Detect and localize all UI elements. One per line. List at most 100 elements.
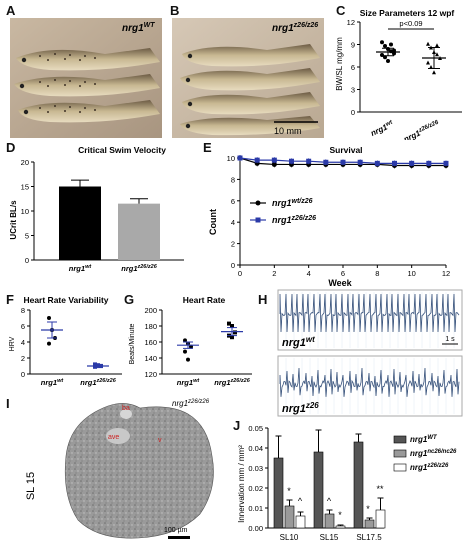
y-tick-label: 180 — [144, 322, 157, 331]
category-label: nrg1wt — [369, 119, 395, 138]
ecg-mutant-box — [277, 355, 463, 417]
data-point — [426, 60, 430, 65]
histology-scale-label: 100 µm — [164, 527, 188, 534]
y-tick-label: 15 — [21, 183, 29, 192]
fish-photo-mutant: nrg1z26/z26 10 mm — [172, 18, 324, 138]
legend-swatch — [393, 449, 407, 458]
panel-label-f: F — [6, 292, 14, 307]
y-tick-label: 0.00 — [248, 524, 263, 533]
bar — [59, 186, 101, 260]
bar — [118, 203, 160, 260]
significance-mark: ^ — [327, 496, 332, 506]
chart-j-ylabel: Innervation mm / mm² — [237, 445, 246, 523]
legend-marker — [255, 200, 261, 206]
legend-swatch — [393, 435, 407, 444]
category-label: nrg1wt — [177, 378, 201, 387]
chart-g-ylabel: Beats/Minute — [129, 323, 136, 364]
legend-label: nrg1z26/z26 — [272, 215, 316, 225]
y-tick-label: 10 — [21, 207, 29, 216]
bar — [324, 513, 335, 529]
chart-j: Innervation mm / mm² 0.000.010.020.030.0… — [237, 424, 457, 542]
bar — [313, 451, 324, 529]
y-tick-label: 3 — [351, 86, 355, 95]
chart-f-title: Heart Rate Variability — [23, 295, 108, 305]
bar — [375, 509, 386, 529]
panel-label-h: H — [258, 292, 268, 307]
ecg-mutant-label: nrg1z26 — [282, 401, 319, 415]
legend-marker — [255, 217, 261, 223]
panel-label-c: C — [336, 3, 346, 18]
x-tick-label: 12 — [442, 269, 450, 278]
x-tick-label: 6 — [341, 269, 345, 278]
chart-d-title: Critical Swim Velocity — [78, 145, 166, 155]
y-tick-label: 0.05 — [248, 424, 263, 433]
vessel-ave — [106, 428, 130, 444]
data-point — [230, 324, 234, 328]
category-label: nrg1z26/z26 — [80, 378, 116, 387]
y-tick-label: 2 — [231, 240, 235, 249]
panel-label-a: A — [6, 3, 16, 18]
y-tick-label: 8 — [231, 175, 235, 184]
chart-d: Critical Swim Velocity UCrit BL/s 0 5 10 15… — [9, 145, 184, 273]
y-tick-label: 0.02 — [248, 484, 263, 493]
bar — [353, 441, 364, 529]
data-point — [435, 52, 439, 57]
panel-label-j: J — [233, 418, 241, 433]
chart-d-ylabel: UCrit BL/s — [9, 200, 18, 240]
data-point — [432, 70, 436, 75]
chart-e-xlabel: Week — [328, 278, 352, 288]
chart-c-ylabel: BW/SL mg/mm — [335, 37, 344, 91]
category-label: SL10 — [280, 533, 299, 542]
chart-c: Size Parameters 12 wpf BW/SL mg/mm 0 3 6 9 1… — [335, 8, 462, 140]
chart-f-ylabel: HRV — [9, 336, 16, 351]
data-point — [183, 349, 187, 354]
y-tick-label: 6 — [21, 322, 25, 331]
category-label: SL17.5 — [356, 533, 382, 542]
chart-d-plot: 0 5 10 15 20 nrg1wt nrg1z26/z26 — [21, 158, 184, 273]
legend-label: nrg1WT — [410, 435, 438, 444]
scale-bar-label: 10 mm — [274, 126, 302, 136]
y-tick-label: 4 — [21, 338, 25, 347]
data-point — [383, 44, 387, 48]
y-tick-label: 2 — [21, 354, 25, 363]
category-label: nrg1wt — [69, 264, 93, 273]
x-tick-label: 4 — [307, 269, 311, 278]
y-tick-label: 0 — [231, 261, 235, 270]
ecg-scale-label: 1 s — [445, 336, 455, 343]
bar — [284, 505, 295, 529]
data-point — [93, 364, 97, 369]
fish-photo-wt: nrg1WT — [10, 18, 162, 138]
bar — [335, 525, 346, 529]
chart-e-title: Survival — [329, 145, 362, 155]
chart-g-plot: 120 140 160 180 200 nrg1wt nrg1z26/z26 — [144, 306, 252, 387]
y-tick-label: 6 — [231, 197, 235, 206]
chart-e: Survival Count Week 0 2 4 6 8 10 0 2 4 6 8 10 12 nrg1… — [208, 145, 450, 288]
tag-ba: ba — [122, 405, 130, 412]
data-point — [230, 335, 234, 340]
bar — [295, 515, 306, 529]
panel-label-g: G — [124, 292, 135, 307]
significance-mark: * — [287, 486, 291, 496]
vessel-ba — [120, 409, 132, 419]
panel-label-e: E — [203, 140, 212, 155]
y-tick-label: 0 — [25, 256, 29, 265]
y-tick-label: 20 — [21, 158, 29, 167]
panel-label-i: I — [6, 396, 10, 411]
y-tick-label: 140 — [144, 354, 157, 363]
x-tick-label: 2 — [272, 269, 276, 278]
data-point — [386, 59, 390, 63]
panel-label-d: D — [6, 140, 16, 155]
chart-j-plot: 0.00 0.01 0.02 0.03 0.04 0.05 SL10 SL15 SL17.5 * ^… — [248, 424, 457, 542]
significance-mark: ** — [376, 484, 384, 494]
chart-g-title: Heart Rate — [183, 295, 226, 305]
histology-genotype: nrg1z26/z26 — [172, 399, 210, 408]
fish-shapes — [14, 48, 160, 123]
y-tick-label: 0.04 — [248, 444, 263, 453]
significance-mark: * — [338, 510, 342, 520]
data-point — [47, 341, 51, 346]
p-value-label: p<0.09 — [399, 19, 422, 28]
y-tick-label: 12 — [347, 18, 355, 27]
x-tick-label: 0 — [238, 269, 242, 278]
data-point — [389, 42, 393, 47]
data-point — [186, 357, 190, 362]
